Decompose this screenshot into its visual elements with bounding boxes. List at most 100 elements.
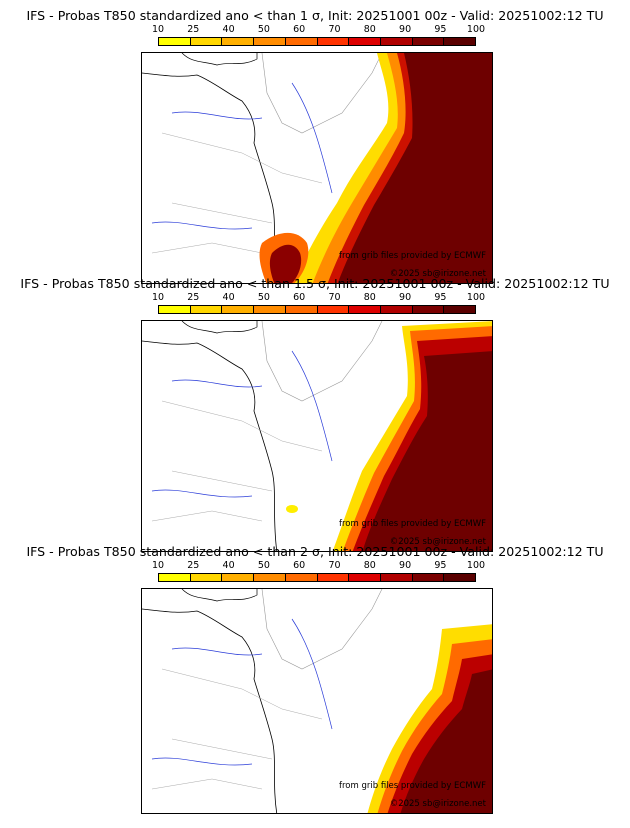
scale-tick: 10 [151,24,165,35]
scale-tick: 40 [222,292,235,303]
scale-tick: 25 [187,560,200,571]
scale-tick: 25 [187,292,200,303]
copyright-credit: ©2025 sb@irizone.net [389,269,486,279]
map-svg [142,321,492,551]
scale-swatch [190,306,223,313]
scale-tick: 60 [293,24,306,35]
region-border [151,400,323,522]
scale-tick: 95 [434,24,447,35]
scale-tick: 95 [434,560,447,571]
data-source-credit: from grib files provided by ECMWF [339,519,486,529]
region-border [261,589,383,670]
scale-swatch [412,38,445,45]
scale-tick: 100 [466,292,486,303]
probability-area [400,669,492,813]
scale-swatch [159,306,191,313]
region-border [151,668,323,790]
scale-swatch [285,38,318,45]
scale-tick: 70 [328,560,341,571]
panel-title: IFS - Probas T850 standardized ano < tha… [26,8,604,23]
scale-tick: 40 [222,24,235,35]
scale-tick: 60 [293,292,306,303]
color-scale-labels: 10 25 40 50 60 70 80 90 95 100 [152,24,485,36]
scale-tick: 50 [257,560,270,571]
scale-swatch [317,38,350,45]
scale-tick: 80 [363,24,376,35]
scale-tick: 80 [363,560,376,571]
scale-tick: 80 [363,292,376,303]
panel-title: IFS - Probas T850 standardized ano < tha… [20,276,610,291]
scale-tick: 90 [399,24,412,35]
scale-swatch [412,306,445,313]
color-scale-labels: 10 25 40 50 60 70 80 90 95 100 [152,292,485,304]
scale-swatch [444,574,476,581]
probability-area [286,505,298,513]
scale-swatch [285,306,318,313]
scale-swatch [412,574,445,581]
river [151,350,333,498]
scale-swatch [222,574,255,581]
coastline [142,72,278,283]
probability-area [269,244,302,283]
scale-swatch [190,574,223,581]
map-svg [142,53,492,283]
coastline [142,340,278,551]
scale-tick: 10 [151,560,165,571]
region-border [261,321,383,402]
scale-tick: 90 [399,560,412,571]
scale-swatch [380,38,413,45]
copyright-credit: ©2025 sb@irizone.net [389,799,486,809]
probability-map: from grib files provided by ECMWF ©2025 … [141,52,493,284]
river [151,82,333,230]
coastline [181,321,258,334]
probability-area [362,351,492,551]
scale-swatch [444,306,476,313]
scale-swatch [159,574,191,581]
probability-area [337,53,492,283]
scale-tick: 50 [257,292,270,303]
scale-swatch [285,574,318,581]
map-panel-3: IFS - Probas T850 standardized ano < tha… [0,544,630,820]
coastline [181,589,258,602]
scale-tick: 25 [187,24,200,35]
color-scale-bar [158,573,476,582]
copyright-credit: ©2025 sb@irizone.net [389,537,486,547]
scale-swatch [349,306,381,313]
river [151,618,333,766]
scale-swatch [222,306,255,313]
scale-tick: 100 [466,24,486,35]
scale-swatch [380,306,413,313]
region-border [261,53,383,134]
map-svg [142,589,492,813]
scale-tick: 95 [434,292,447,303]
panel-title: IFS - Probas T850 standardized ano < tha… [26,544,604,559]
coastline [181,53,258,66]
color-scale-bar [158,37,476,46]
scale-swatch [317,574,350,581]
scale-swatch [190,38,223,45]
scale-swatch [254,574,286,581]
scale-tick: 50 [257,24,270,35]
map-panel-2: IFS - Probas T850 standardized ano < tha… [0,276,630,552]
color-scale-bar [158,305,476,314]
scale-swatch [444,38,476,45]
scale-tick: 60 [293,560,306,571]
map-panel-1: IFS - Probas T850 standardized ano < tha… [0,8,630,284]
scale-tick: 70 [328,24,341,35]
probability-map: from grib files provided by ECMWF ©2025 … [141,320,493,552]
scale-swatch [254,38,286,45]
scale-tick: 100 [466,560,486,571]
scale-tick: 90 [399,292,412,303]
scale-swatch [349,38,381,45]
color-scale-labels: 10 25 40 50 60 70 80 90 95 100 [152,560,485,572]
scale-swatch [159,38,191,45]
scale-swatch [222,38,255,45]
data-source-credit: from grib files provided by ECMWF [339,251,486,261]
scale-swatch [317,306,350,313]
data-source-credit: from grib files provided by ECMWF [339,781,486,791]
probability-map: from grib files provided by ECMWF ©2025 … [141,588,493,814]
scale-swatch [254,306,286,313]
region-border [151,132,323,254]
scale-swatch [349,574,381,581]
scale-tick: 40 [222,560,235,571]
